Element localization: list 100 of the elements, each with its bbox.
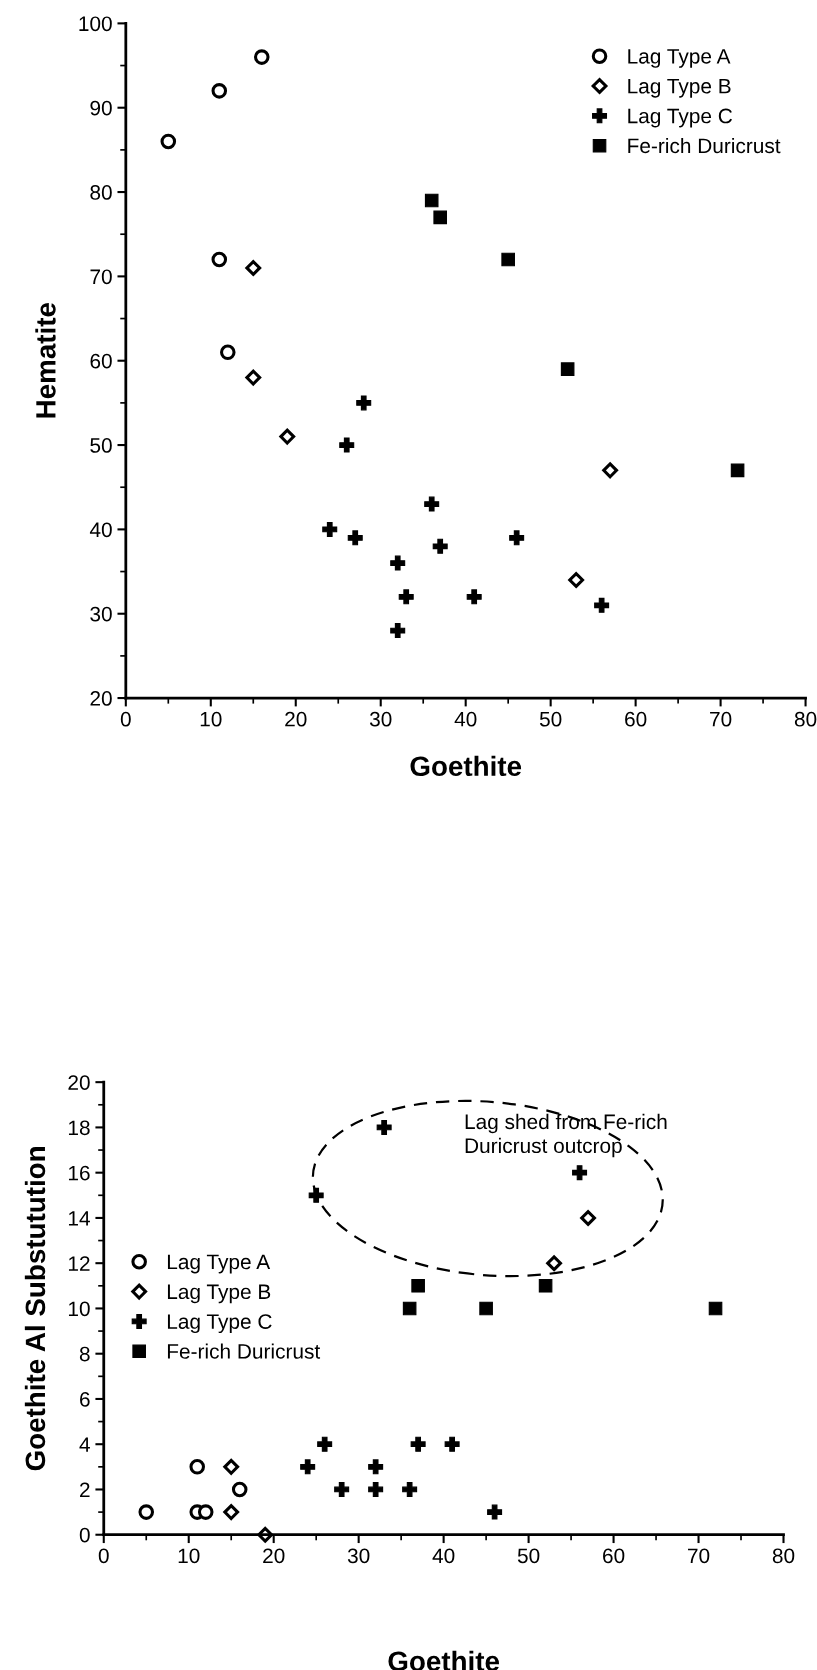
x-tick-label: 50	[539, 711, 562, 727]
x-tick-label: 20	[285, 711, 307, 727]
point	[501, 252, 515, 267]
y-tick-label: 2	[80, 1482, 90, 1498]
point	[398, 589, 414, 605]
point	[433, 210, 448, 225]
x-tick-label: 80	[794, 711, 817, 727]
point	[376, 1119, 392, 1135]
point	[390, 555, 406, 571]
y-tick-label: 40	[89, 522, 112, 538]
point	[432, 538, 448, 554]
point	[245, 260, 262, 276]
point	[402, 1301, 417, 1316]
point	[160, 133, 177, 150]
point	[730, 463, 745, 478]
point	[223, 1458, 240, 1475]
x-tick-label: 30	[369, 711, 392, 727]
point	[300, 1459, 316, 1475]
point	[509, 530, 525, 546]
y-tick-label: 6	[80, 1391, 90, 1407]
y-tick-label: 4	[79, 1437, 90, 1452]
x-axis-title: Goethite	[410, 755, 522, 777]
point	[466, 589, 482, 605]
point	[572, 1165, 588, 1181]
point	[479, 1301, 493, 1316]
y-tick-label: 8	[79, 1346, 90, 1362]
y-tick-label: 30	[90, 606, 112, 622]
point	[410, 1436, 426, 1452]
point	[231, 1481, 248, 1498]
point	[708, 1301, 723, 1316]
y-tick-label: 80	[90, 185, 112, 200]
legend-label: Lag Type A	[628, 49, 731, 68]
y-tick-label: 18	[68, 1120, 90, 1136]
point	[487, 1504, 503, 1520]
point	[223, 1504, 240, 1521]
legend-label: Fe-rich Duricrust	[167, 1343, 321, 1359]
point	[390, 623, 406, 639]
x-tick-label: 0	[120, 711, 131, 727]
x-tick-label: 70	[688, 1548, 710, 1564]
legend-label: Lag Type B	[167, 1284, 271, 1304]
y-tick-label: 20	[68, 1075, 90, 1090]
point	[411, 1279, 425, 1293]
point	[568, 572, 585, 588]
x-tick-label: 20	[263, 1548, 285, 1564]
point	[317, 1436, 333, 1452]
point	[253, 49, 270, 65]
y-tick-label: 16	[68, 1165, 90, 1181]
legend-label: Lag Type B	[628, 78, 731, 98]
point	[347, 530, 363, 546]
y-axis-title: Hematite	[35, 303, 56, 418]
x-tick-label: 40	[432, 1548, 455, 1564]
y-tick-label: 100	[79, 16, 112, 32]
point	[424, 193, 439, 208]
y-axis-title: Goethite Al Substutution	[24, 1147, 46, 1471]
x-tick-label: 60	[625, 711, 647, 727]
y-tick-label: 70	[90, 269, 112, 285]
point	[594, 597, 610, 613]
point	[356, 395, 372, 411]
point	[580, 1210, 596, 1226]
x-tick-label: 10	[200, 711, 222, 727]
y-tick-label: 90	[90, 100, 112, 116]
point	[189, 1459, 205, 1475]
point	[197, 1504, 214, 1520]
y-tick-label: 12	[68, 1256, 90, 1271]
x-tick-label: 50	[517, 1548, 540, 1564]
point	[211, 251, 228, 268]
legend-label: Lag Type C	[167, 1314, 272, 1334]
y-tick-label: 0	[79, 1527, 90, 1543]
legend-label: Lag Type C	[628, 108, 733, 128]
point	[334, 1481, 350, 1497]
point	[368, 1481, 384, 1497]
x-tick-label: 40	[454, 711, 477, 727]
point	[402, 1481, 418, 1497]
x-tick-label: 70	[710, 711, 732, 727]
point	[546, 1255, 562, 1272]
y-tick-label: 10	[68, 1301, 90, 1317]
point	[444, 1436, 460, 1452]
x-tick-label: 30	[347, 1548, 370, 1564]
legend-label: Fe-rich Duricrust	[628, 137, 781, 154]
point	[308, 1187, 324, 1203]
y-tick-label: 60	[90, 353, 112, 369]
y-tick-label: 20	[90, 691, 112, 706]
x-tick-label: 10	[178, 1548, 200, 1564]
y-tick-label: 50	[90, 438, 112, 453]
y-tick-label: 14	[68, 1211, 90, 1226]
point	[211, 83, 228, 99]
point	[279, 428, 296, 445]
x-tick-label: 80	[772, 1548, 795, 1564]
point	[339, 437, 355, 453]
x-tick-label: 60	[603, 1548, 625, 1564]
point	[424, 496, 440, 512]
point	[602, 462, 619, 479]
legend-label: Lag Type A	[167, 1254, 271, 1274]
point	[138, 1504, 155, 1520]
point	[538, 1279, 553, 1293]
point	[245, 369, 262, 386]
point	[560, 362, 575, 376]
point	[220, 344, 236, 361]
point	[368, 1459, 384, 1475]
point	[322, 521, 338, 537]
